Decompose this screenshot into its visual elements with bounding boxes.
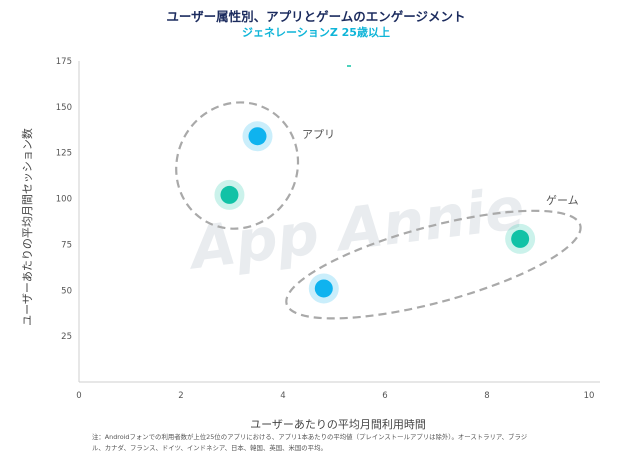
data-point-0 [242, 121, 273, 152]
data-points [214, 121, 536, 304]
data-point-dot-2 [314, 279, 333, 298]
chart-subtitle: ジェネレーションZ 25歳以上 [242, 25, 390, 39]
data-point-2 [308, 273, 339, 304]
y-tick-label-4: 125 [56, 149, 72, 159]
y-tick-label-1: 50 [61, 286, 72, 296]
chart-title: ユーザー属性別、アプリとゲームのエンゲージメント [166, 9, 465, 24]
axes: 0 2 4 6 8 10 25 50 75 100 125 150 175 [56, 57, 600, 401]
x-tick-label-4: 8 [484, 391, 489, 401]
y-tick-label-5: 150 [56, 103, 72, 113]
data-point-3 [505, 223, 536, 254]
group-label-apps: アプリ [302, 128, 335, 141]
group-label-games: ゲーム [546, 194, 579, 207]
y-tick-label-6: 175 [56, 57, 72, 67]
y-tick-label-0: 25 [61, 332, 72, 342]
x-tick-label-2: 4 [280, 391, 285, 401]
data-point-dot-3 [511, 229, 530, 248]
y-axis-label: ユーザーあたりの平均月間セッション数 [21, 128, 34, 326]
footnote-line-2: ル、カナダ、フランス、ドイツ、インドネシア、日本、韓国、英国、米国の平均。 [92, 443, 327, 452]
group-ellipse-games [285, 209, 582, 320]
x-tick-label-1: 2 [178, 391, 183, 401]
data-point-dot-0 [248, 127, 267, 146]
x-tick-label-5: 10 [584, 391, 595, 401]
x-tick-label-0: 0 [76, 391, 81, 401]
data-point-1 [214, 179, 245, 210]
data-point-dot-1 [220, 185, 239, 204]
footnote-line-1: 注：Androidフォンでの利用者数が上位25位のアプリにおける、アプリ1本あた… [92, 432, 528, 441]
y-tick-label-3: 100 [56, 195, 72, 205]
y-tick-label-2: 75 [61, 240, 72, 250]
x-tick-label-3: 6 [382, 391, 387, 401]
x-axis-label: ユーザーあたりの平均月間利用時間 [250, 418, 426, 431]
